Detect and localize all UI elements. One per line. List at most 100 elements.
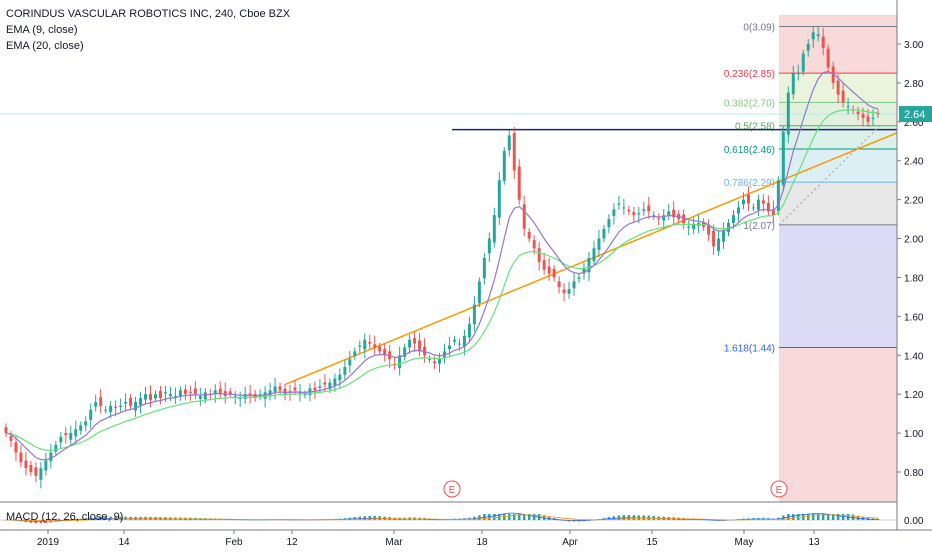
- candle-body: [183, 389, 187, 395]
- price-badge-label: 2.64: [904, 109, 925, 121]
- y-tick-label: 2.40: [904, 157, 924, 168]
- fib-label: 0.786(2.29): [724, 178, 775, 189]
- candle-body: [811, 32, 815, 40]
- candle-body: [796, 73, 800, 75]
- candle-body: [89, 409, 93, 420]
- candle-body: [258, 394, 262, 396]
- candle-body: [507, 135, 511, 151]
- candle-body: [313, 387, 317, 391]
- candle-body: [657, 218, 661, 220]
- macd-bar: [518, 514, 521, 520]
- candle-body: [662, 215, 666, 221]
- y-tick-label: 1.80: [904, 273, 924, 284]
- candle-body: [682, 214, 686, 223]
- candle-body: [74, 429, 78, 437]
- y-tick-label: 1.40: [904, 351, 924, 362]
- macd-bar: [851, 514, 855, 520]
- candle-body: [9, 436, 13, 441]
- candle-body: [268, 390, 272, 396]
- fib-band: [779, 26, 897, 74]
- macd-bar: [637, 515, 641, 520]
- fib-band: [779, 224, 897, 348]
- macd-bar: [493, 514, 496, 520]
- candle-body: [153, 394, 157, 399]
- candle-body: [398, 355, 402, 369]
- candle-body: [124, 401, 128, 404]
- x-tick-label: 15: [646, 537, 658, 548]
- candle-body: [14, 442, 18, 453]
- candle-body: [49, 452, 53, 462]
- x-tick-label: May: [735, 537, 754, 548]
- candle-body: [303, 394, 307, 396]
- candle-body: [273, 386, 277, 392]
- candle-body: [687, 226, 691, 228]
- candle-body: [54, 444, 58, 452]
- fib-band: [779, 149, 897, 183]
- candle-body: [418, 340, 422, 352]
- candle-body: [821, 36, 825, 48]
- fib-label: 0(3.09): [743, 22, 775, 33]
- candle-body: [447, 345, 451, 350]
- candle-body: [562, 289, 566, 294]
- candle-body: [512, 133, 516, 171]
- candle-body: [537, 248, 541, 262]
- candle-body: [168, 394, 172, 397]
- candle-body: [457, 343, 461, 345]
- candle-body: [39, 468, 43, 480]
- candle-body: [34, 467, 38, 476]
- candle-body: [552, 268, 556, 278]
- candle-body: [612, 209, 616, 216]
- candle-body: [368, 342, 372, 344]
- candle-body: [647, 205, 651, 212]
- macd-signal-line: [6, 514, 879, 522]
- candle-body: [861, 114, 865, 118]
- dashed-projection: [778, 125, 881, 226]
- candle-body: [627, 209, 631, 212]
- candle-body: [761, 200, 765, 204]
- candle-body: [667, 211, 671, 216]
- macd-bar: [523, 514, 526, 520]
- x-tick-label: 14: [118, 537, 130, 548]
- candle-body: [472, 304, 476, 325]
- candle-body: [293, 387, 297, 391]
- candle-body: [672, 209, 676, 218]
- candle-body: [522, 204, 526, 229]
- candle-body: [532, 240, 536, 249]
- macd-bar: [513, 514, 516, 520]
- candle-body: [413, 338, 417, 344]
- candle-body: [188, 391, 192, 393]
- y-tick-label: 0.80: [904, 468, 924, 479]
- candle-body: [149, 394, 152, 401]
- y-tick-label: 2.20: [904, 196, 924, 207]
- fib-label: 0.236(2.85): [724, 69, 775, 80]
- candle-body: [193, 388, 197, 395]
- candle-body: [243, 394, 247, 399]
- chart-title: CORINDUS VASCULAR ROBOTICS INC, 240, Cbo…: [6, 8, 291, 20]
- candle-body: [393, 363, 397, 365]
- candle-body: [652, 215, 656, 217]
- candle-body: [218, 388, 222, 395]
- candle-body: [707, 224, 711, 235]
- candle-body: [378, 346, 382, 352]
- candle-body: [94, 401, 98, 407]
- macd-bar: [532, 514, 536, 520]
- y-tick-label: 2.00: [904, 235, 924, 246]
- x-tick-label: 12: [286, 537, 298, 548]
- x-tick-label: Apr: [562, 537, 578, 548]
- macd-bar: [488, 514, 491, 520]
- macd-label: MACD (12, 26, close, 9): [6, 511, 123, 523]
- candle-body: [736, 207, 740, 214]
- candle-body: [497, 180, 501, 218]
- candle-body: [144, 394, 148, 400]
- fib-label: 1.618(1.44): [724, 343, 775, 354]
- candle-body: [502, 151, 506, 181]
- macd-bar: [508, 514, 511, 520]
- candle-body: [771, 208, 775, 216]
- earnings-icon: [443, 480, 461, 498]
- candle-body: [692, 224, 696, 230]
- candle-body: [806, 44, 810, 51]
- candle-body: [158, 391, 162, 399]
- candle-body: [866, 116, 870, 122]
- x-tick-label: Feb: [225, 537, 243, 548]
